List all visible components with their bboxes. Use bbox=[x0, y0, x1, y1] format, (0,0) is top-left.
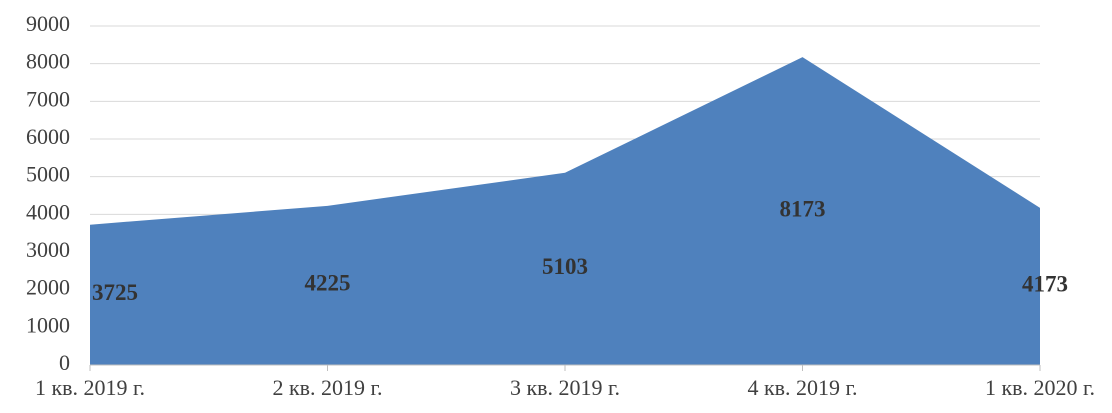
y-tick-label: 2000 bbox=[26, 275, 70, 300]
y-tick-label: 8000 bbox=[26, 49, 70, 74]
data-label: 3725 bbox=[92, 280, 138, 305]
y-tick-label: 3000 bbox=[26, 237, 70, 262]
data-label: 4173 bbox=[1022, 272, 1068, 297]
y-tick-label: 4000 bbox=[26, 199, 70, 224]
data-label: 8173 bbox=[780, 196, 826, 221]
x-tick-label: 1 кв. 2019 г. bbox=[35, 375, 145, 400]
data-label: 5103 bbox=[542, 254, 588, 279]
y-tick-label: 9000 bbox=[26, 11, 70, 36]
y-tick-label: 1000 bbox=[26, 312, 70, 337]
x-tick-label: 1 кв. 2020 г. bbox=[985, 375, 1095, 400]
y-tick-label: 7000 bbox=[26, 86, 70, 111]
x-tick-label: 4 кв. 2019 г. bbox=[747, 375, 857, 400]
y-tick-label: 0 bbox=[59, 350, 70, 375]
y-tick-label: 6000 bbox=[26, 124, 70, 149]
data-label: 4225 bbox=[305, 271, 351, 296]
x-tick-label: 3 кв. 2019 г. bbox=[510, 375, 620, 400]
x-tick-label: 2 кв. 2019 г. bbox=[272, 375, 382, 400]
y-tick-label: 5000 bbox=[26, 162, 70, 187]
area bbox=[90, 57, 1040, 366]
